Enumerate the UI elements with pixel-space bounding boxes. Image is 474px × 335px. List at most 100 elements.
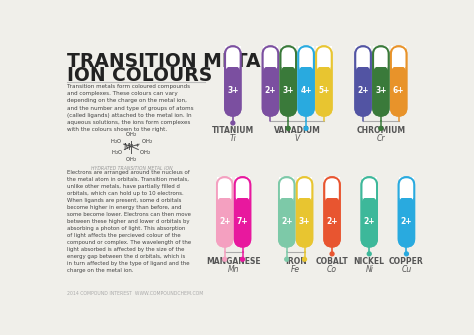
FancyBboxPatch shape (263, 66, 278, 116)
FancyBboxPatch shape (356, 46, 371, 116)
Circle shape (302, 257, 307, 261)
FancyBboxPatch shape (324, 197, 340, 247)
Text: Transition metals form coloured compounds
and complexes. These colours can vary
: Transition metals form coloured compound… (67, 84, 193, 132)
Text: 3+: 3+ (227, 86, 238, 95)
Text: 2014 COMPOUND INTEREST  WWW.COMPOUNDCHEM.COM: 2014 COMPOUND INTEREST WWW.COMPOUNDCHEM.… (67, 291, 203, 296)
FancyBboxPatch shape (217, 177, 232, 247)
FancyBboxPatch shape (279, 197, 294, 247)
FancyBboxPatch shape (263, 46, 278, 116)
Text: 3+: 3+ (375, 86, 387, 95)
FancyBboxPatch shape (217, 197, 232, 247)
Text: 3+: 3+ (299, 217, 310, 226)
Circle shape (285, 257, 289, 261)
Text: Ni: Ni (365, 265, 373, 274)
FancyBboxPatch shape (225, 66, 241, 116)
FancyBboxPatch shape (399, 197, 414, 247)
Text: $\mathsf{H_2O}$: $\mathsf{H_2O}$ (111, 148, 124, 157)
Text: 2+: 2+ (326, 217, 338, 226)
Bar (391, 46, 406, 67)
FancyBboxPatch shape (324, 177, 340, 247)
Text: Electrons are arranged around the nucleus of
the metal atom in orbitals. Transit: Electrons are arranged around the nucleu… (67, 170, 191, 273)
Text: 3+: 3+ (283, 86, 294, 95)
FancyBboxPatch shape (391, 46, 406, 116)
Bar (235, 177, 250, 198)
FancyBboxPatch shape (279, 177, 294, 247)
Bar (297, 177, 312, 198)
Text: Cr: Cr (377, 134, 385, 143)
FancyBboxPatch shape (298, 46, 314, 116)
FancyBboxPatch shape (399, 177, 414, 247)
FancyBboxPatch shape (391, 66, 406, 116)
FancyBboxPatch shape (298, 66, 314, 116)
Bar (217, 177, 232, 198)
Text: MANGANESE: MANGANESE (206, 257, 261, 266)
Text: Co: Co (327, 265, 337, 274)
Circle shape (286, 126, 290, 130)
Bar (279, 177, 294, 198)
Text: Ti: Ti (229, 134, 236, 143)
Bar (356, 46, 371, 67)
Text: VANADIUM: VANADIUM (274, 126, 320, 135)
Text: 2+: 2+ (357, 86, 369, 95)
Text: COBALT: COBALT (316, 257, 348, 266)
Text: 2+: 2+ (281, 217, 292, 226)
Bar (373, 46, 389, 67)
Text: 2+: 2+ (401, 217, 412, 226)
Text: IRON: IRON (285, 257, 307, 266)
Bar (225, 46, 241, 67)
Text: Mn: Mn (228, 265, 239, 274)
Text: 4+: 4+ (301, 86, 312, 95)
Circle shape (367, 252, 371, 256)
FancyBboxPatch shape (362, 177, 377, 247)
Text: $\mathsf{OH_2}$: $\mathsf{OH_2}$ (125, 130, 137, 139)
Text: 6+: 6+ (393, 86, 404, 95)
Circle shape (241, 257, 245, 261)
Bar (362, 177, 377, 198)
Text: $\mathsf{M^{n+}}$: $\mathsf{M^{n+}}$ (123, 141, 140, 153)
Bar (281, 46, 296, 67)
Circle shape (223, 257, 227, 261)
Text: $\mathsf{H_2O}$: $\mathsf{H_2O}$ (109, 137, 122, 146)
FancyBboxPatch shape (297, 177, 312, 247)
FancyBboxPatch shape (373, 46, 389, 116)
FancyBboxPatch shape (316, 66, 332, 116)
Bar (263, 46, 278, 67)
Text: V: V (294, 134, 300, 143)
Circle shape (379, 126, 383, 130)
Circle shape (231, 121, 235, 125)
FancyBboxPatch shape (235, 197, 250, 247)
Text: Cu: Cu (401, 265, 411, 274)
Text: 5+: 5+ (318, 86, 329, 95)
Text: $\mathsf{OH_2}$: $\mathsf{OH_2}$ (139, 148, 151, 157)
Text: HYDRATED TRANSITION METAL ION: HYDRATED TRANSITION METAL ION (91, 166, 172, 172)
FancyBboxPatch shape (316, 46, 332, 116)
FancyBboxPatch shape (281, 46, 296, 116)
Text: Fe: Fe (291, 265, 300, 274)
FancyBboxPatch shape (235, 177, 250, 247)
Bar (324, 177, 340, 198)
Circle shape (330, 252, 334, 256)
FancyBboxPatch shape (297, 197, 312, 247)
Text: NICKEL: NICKEL (354, 257, 385, 266)
Text: ION COLOURS: ION COLOURS (67, 66, 212, 85)
Circle shape (404, 252, 409, 256)
Bar (399, 177, 414, 198)
FancyBboxPatch shape (373, 66, 389, 116)
FancyBboxPatch shape (356, 66, 371, 116)
Bar (316, 46, 332, 67)
Text: TRANSITION METAL: TRANSITION METAL (67, 52, 273, 71)
Text: 2+: 2+ (364, 217, 375, 226)
Text: 2+: 2+ (264, 86, 276, 95)
Text: 7+: 7+ (237, 217, 248, 226)
Circle shape (304, 126, 308, 130)
Text: $\mathsf{OH_2}$: $\mathsf{OH_2}$ (141, 137, 153, 146)
FancyBboxPatch shape (362, 197, 377, 247)
Text: CHROMIUM: CHROMIUM (356, 126, 405, 135)
FancyBboxPatch shape (225, 46, 241, 116)
Text: COPPER: COPPER (389, 257, 424, 266)
FancyBboxPatch shape (281, 66, 296, 116)
Bar (298, 46, 314, 67)
Text: 2+: 2+ (219, 217, 230, 226)
Text: $\mathsf{OH_2}$: $\mathsf{OH_2}$ (125, 155, 137, 164)
Text: TITANIUM: TITANIUM (212, 126, 254, 135)
